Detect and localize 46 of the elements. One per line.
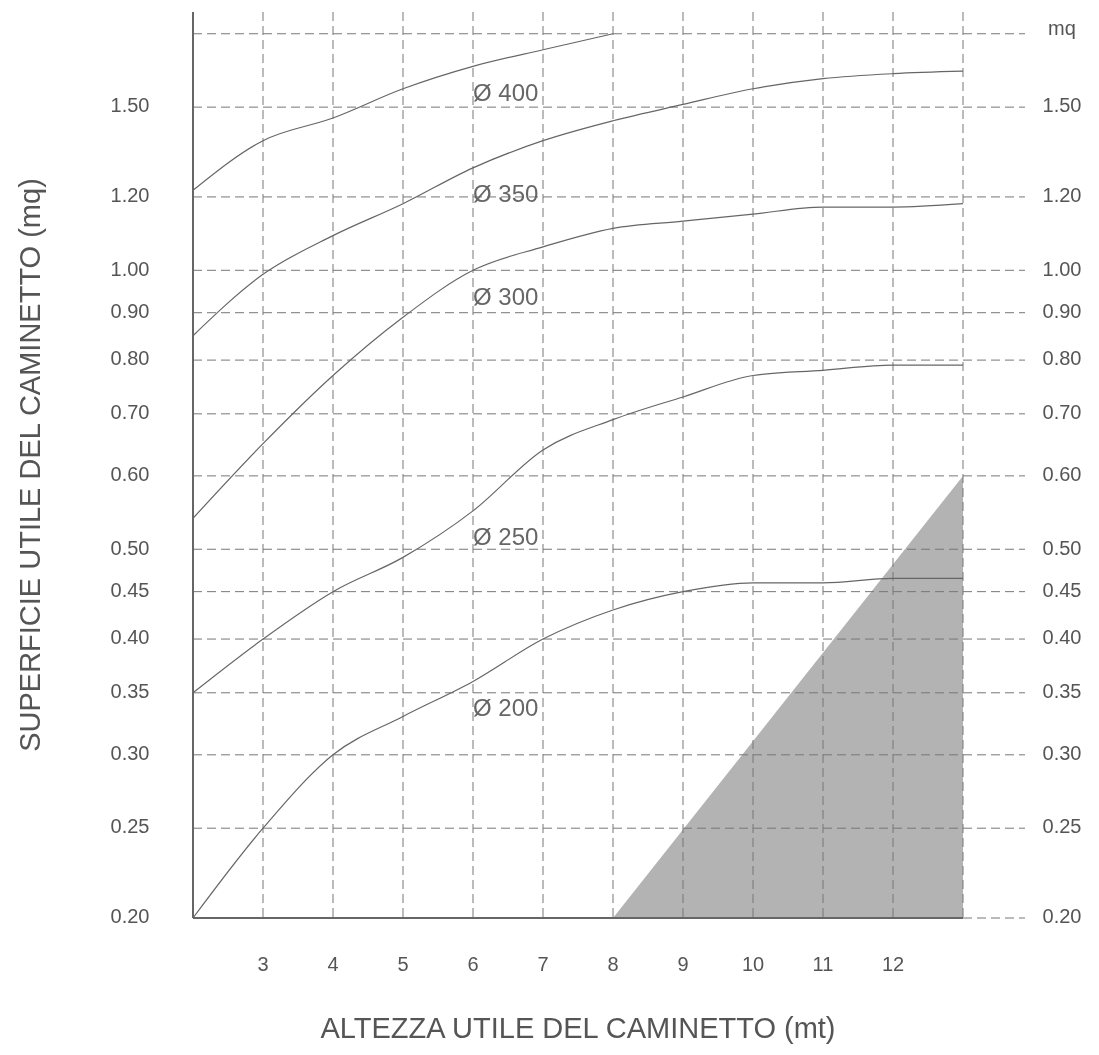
y-tick-label: 0.70 <box>110 401 150 424</box>
y-tick-label: 1.50 <box>110 94 150 117</box>
y-axis-title: SUPERFICIE UTILE DEL CAMINETTO (mq) <box>13 178 46 752</box>
x-axis-title: ALTEZZA UTILE DEL CAMINETTO (mt) <box>320 1011 836 1044</box>
x-tick-label: 12 <box>881 953 905 976</box>
text: 1.20 <box>1042 184 1082 207</box>
text: 1.00 <box>1042 257 1082 280</box>
x-tick-label: 6 <box>467 953 479 976</box>
y-tick-label: 0.90 <box>110 299 150 322</box>
text: 0.60 <box>1042 463 1082 486</box>
x-tick-label: 7 <box>537 953 549 976</box>
text: 0.50 <box>1042 536 1082 559</box>
series-label: Ø 300 <box>473 282 539 310</box>
text: 0.90 <box>1042 299 1082 322</box>
x-tick-label: 5 <box>397 953 409 976</box>
text: 0.70 <box>1042 401 1082 424</box>
text: 0.45 <box>1042 578 1082 601</box>
y-tick-label: 0.80 <box>110 347 150 370</box>
text: 0.25 <box>1042 815 1082 838</box>
text: 0.20 <box>1042 905 1082 928</box>
y-tick-label: 0.45 <box>110 578 150 601</box>
series-label: Ø 400 <box>473 78 539 106</box>
text: 0.30 <box>1042 742 1082 765</box>
text: 0.40 <box>1042 626 1082 649</box>
x-tick-label: 8 <box>607 953 619 976</box>
series-label: Ø 200 <box>473 693 539 721</box>
text: 0.35 <box>1042 680 1082 703</box>
y-tick-label: 0.30 <box>110 742 150 765</box>
y-tick-label: 0.25 <box>110 815 150 838</box>
y-tick-label: 0.50 <box>110 536 150 559</box>
y-tick-label: 1.20 <box>110 184 150 207</box>
y2-axis-title: mq <box>1048 17 1076 40</box>
x-tick-label: 9 <box>677 953 689 976</box>
y-tick-label: 0.35 <box>110 680 150 703</box>
text: 0.80 <box>1042 347 1082 370</box>
series-label: Ø 350 <box>473 180 539 208</box>
text: 1.50 <box>1042 94 1082 117</box>
y-tick-label: 0.40 <box>110 626 150 649</box>
series-label: Ø 250 <box>473 523 539 551</box>
x-tick-label: 4 <box>327 953 339 976</box>
x-tick-label: 10 <box>741 953 765 976</box>
x-tick-label: 11 <box>812 953 834 976</box>
x-tick-label: 3 <box>257 953 269 976</box>
y-tick-label: 1.00 <box>110 257 150 280</box>
y-tick-label: 0.20 <box>110 905 150 928</box>
y-tick-label: 0.60 <box>110 463 150 486</box>
